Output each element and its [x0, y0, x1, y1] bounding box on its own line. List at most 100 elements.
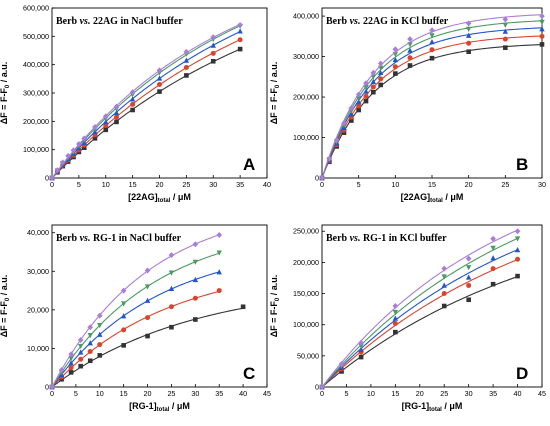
data-point-b-square	[539, 42, 545, 47]
data-point-a-triangle-up	[103, 119, 109, 125]
data-point-c-diamond	[144, 267, 151, 274]
data-point-d-diamond	[338, 360, 345, 367]
title-prefix: Berb	[56, 233, 80, 244]
data-point-d-circle	[490, 266, 496, 272]
data-point-c-square	[121, 343, 126, 348]
data-point-c-triangle-down	[97, 322, 103, 329]
data-point-c-circle	[216, 288, 222, 294]
panel-b: 0 5 10 15 20 25 30 0 100,000 200,000 300,000 400,00…	[269, 7, 546, 204]
data-point-c-triangle-up	[97, 331, 103, 337]
x-tick-label-a: 0	[50, 180, 54, 189]
data-point-d-triangle-down	[465, 265, 472, 271]
x-tick-label-a: 15	[129, 180, 137, 189]
data-point-a-circle	[114, 114, 119, 120]
data-point-c-square	[193, 317, 198, 322]
data-point-b-circle	[429, 47, 435, 53]
data-point-d-diamond	[358, 339, 364, 346]
x-tick-label-d: 5	[344, 389, 348, 398]
y-tick-label-d: 0	[315, 383, 319, 392]
data-point-c-circle	[87, 349, 93, 355]
data-point-b-triangle-up	[392, 56, 399, 63]
data-point-c-diamond	[192, 241, 199, 248]
y-tick-label-c: 0	[45, 383, 49, 392]
y-tick-label-a: 0	[45, 174, 49, 183]
data-point-d-diamond	[392, 303, 399, 309]
data-point-d-triangle-down	[514, 236, 521, 242]
data-point-b-triangle-up	[370, 78, 377, 84]
x-axis-label-d: [RG-1]total / μM	[402, 401, 463, 413]
y-tick-label-b: 0	[315, 174, 319, 183]
title-vs: vs.	[350, 16, 361, 27]
fit-curve-d-triangle-down	[321, 237, 518, 388]
x-tick-label-d: 25	[440, 389, 448, 398]
data-point-c-triangle-up	[192, 276, 199, 283]
x-tick-label-a: 40	[263, 180, 271, 189]
data-point-a-diamond	[65, 152, 71, 159]
data-point-c-circle	[168, 304, 174, 310]
data-point-c-circle	[68, 365, 74, 371]
title-vs: vs.	[350, 233, 361, 244]
x-tick-label-d: 35	[489, 389, 497, 398]
data-point-b-triangle-down	[465, 26, 472, 32]
data-point-b-square	[378, 82, 383, 88]
ylabel-sub: 0	[275, 84, 281, 88]
data-point-b-diamond	[319, 175, 325, 181]
data-point-a-diamond	[210, 34, 217, 41]
x-tick-label-a: 35	[236, 180, 244, 189]
data-point-d-triangle-up	[358, 346, 364, 352]
data-point-a-diamond	[81, 135, 88, 142]
x-tick-label-c: 30	[191, 389, 199, 398]
data-point-a-square	[130, 107, 135, 113]
panel-c: 0 5 10 15 20 25 30 35 40 45 0 10,000 20,000 30,000 40,…	[0, 224, 271, 413]
data-point-c-triangle-down	[120, 301, 127, 307]
x-tick-label-d: 15	[391, 389, 399, 398]
x-tick-label-c: 0	[50, 389, 54, 398]
title-prefix: Berb	[326, 233, 350, 244]
panel-title-a: Berb vs. 22AG in NaCl buffer	[56, 16, 183, 27]
ylabel-unit: / a.u.	[269, 62, 279, 85]
data-point-b-triangle-down	[363, 85, 369, 91]
data-point-b-triangle-up	[429, 39, 435, 45]
y-axis-label-d: ΔF = F-F0 / a.u.	[269, 275, 281, 338]
panel-title-b: Berb vs. 22AG in KCl buffer	[326, 16, 449, 27]
xlabel-unit: / μM	[443, 192, 464, 202]
data-point-c-diamond	[96, 312, 103, 319]
data-point-b-square	[429, 55, 435, 61]
y-tick-label-b: 400,000	[293, 12, 319, 21]
fit-curve-a-triangle-down	[51, 25, 241, 179]
x-tick-label-b: 10	[391, 180, 399, 189]
data-point-b-circle	[466, 40, 472, 46]
data-point-c-square	[68, 370, 74, 375]
data-point-a-circle	[103, 123, 109, 129]
data-point-c-diamond	[87, 324, 94, 331]
data-point-c-square	[145, 333, 150, 339]
xlabel-unit: / μM	[169, 401, 190, 411]
data-point-b-diamond	[333, 136, 340, 143]
data-point-b-diamond	[465, 20, 472, 27]
data-point-a-diamond	[76, 141, 82, 147]
title-vs: vs.	[80, 16, 91, 27]
data-point-d-triangle-down	[358, 343, 364, 349]
data-point-c-diamond	[68, 351, 74, 358]
y-tick-label-c: 20,000	[27, 305, 49, 314]
data-point-b-diamond	[392, 46, 399, 53]
data-point-b-triangle-up	[465, 32, 472, 38]
x-tick-label-d: 40	[514, 389, 522, 398]
y-tick-label-d: 150,000	[293, 289, 319, 298]
plot-frame-d	[321, 224, 543, 388]
x-tick-label-d: 0	[320, 389, 324, 398]
panel-a: 0 5 10 15 20 25 30 35 40 0 100,000 200,000 300,000 40…	[0, 4, 271, 205]
y-tick-label-c: 10,000	[27, 344, 49, 353]
data-point-c-circle	[97, 342, 103, 348]
data-point-a-diamond	[113, 103, 120, 110]
x-tick-label-b: 20	[465, 180, 473, 189]
y-axis-label-c: ΔF = F-F0 / a.u.	[0, 275, 11, 338]
data-point-b-diamond	[355, 91, 362, 98]
data-point-b-diamond	[370, 69, 377, 76]
y-tick-label-d: 200,000	[293, 258, 319, 267]
data-point-b-triangle-up	[377, 69, 384, 76]
xlabel-main: [RG-1]	[129, 401, 157, 411]
data-point-d-square	[490, 281, 496, 287]
data-point-a-diamond	[156, 67, 163, 74]
